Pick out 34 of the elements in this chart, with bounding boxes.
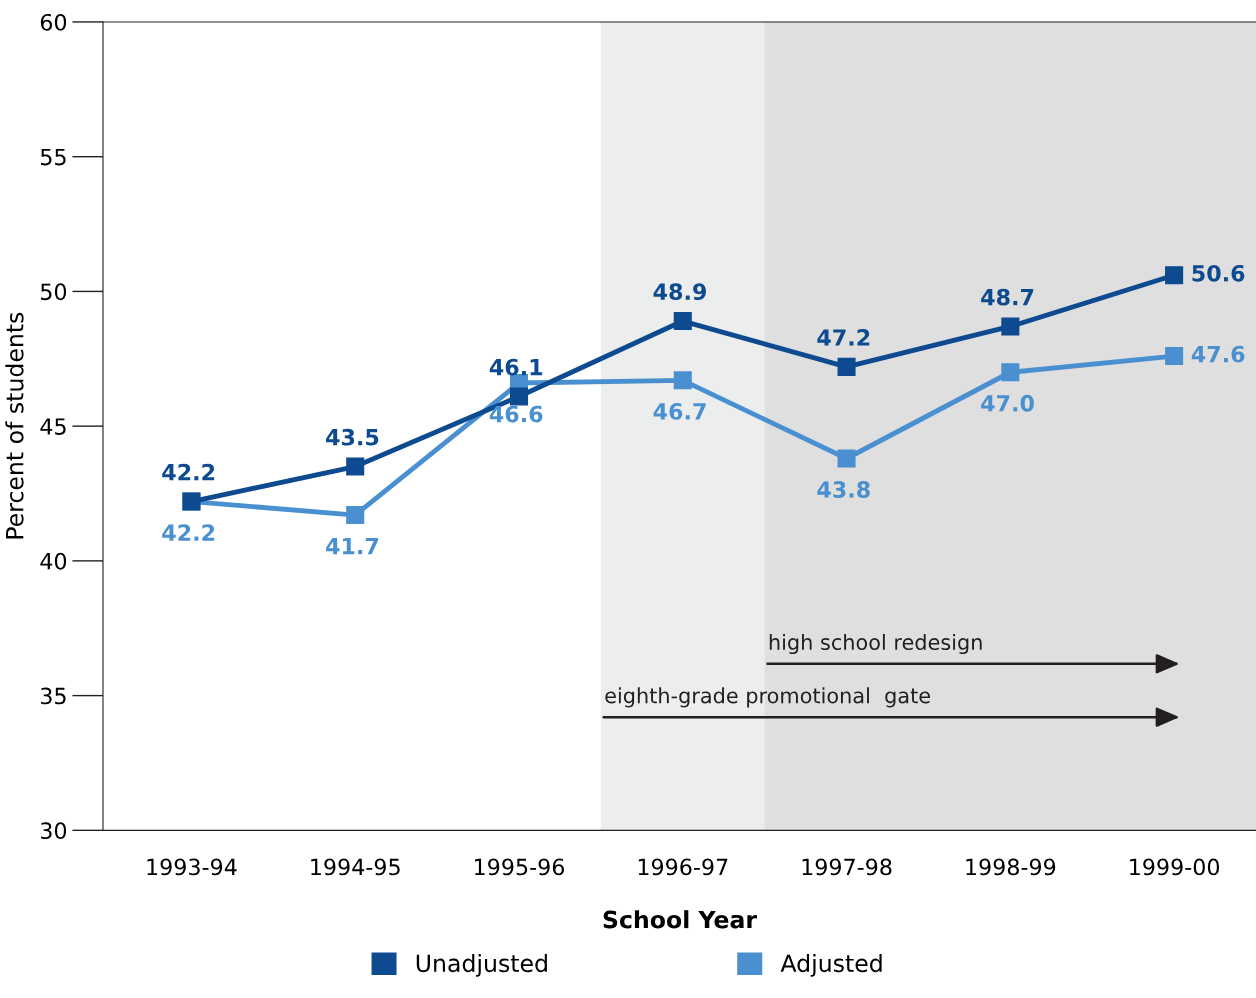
x-axis-title: School Year	[603, 910, 757, 929]
data-label: 47.0	[981, 394, 1034, 412]
x-tick-label: 1995-96	[475, 858, 565, 876]
x-tick-label: 1999-00	[1130, 858, 1220, 876]
data-label: 41.7	[326, 537, 379, 555]
y-tick-label: 55	[41, 148, 66, 166]
y-axis-title: Percent of students	[5, 312, 24, 539]
x-tick-label: 1993-94	[147, 858, 237, 876]
y-tick-label: 35	[40, 687, 66, 705]
data-label: 46.7	[653, 402, 706, 420]
data-label: 47.6	[1191, 345, 1245, 363]
data-label: 46.6	[489, 405, 543, 423]
data-label: 48.7	[981, 288, 1034, 306]
x-tick-label: 1998-99	[966, 858, 1056, 876]
data-label: 42.2	[162, 463, 215, 481]
legend-label: Adjusted	[780, 953, 882, 977]
y-tick-label: 45	[40, 418, 66, 435]
data-label: 43.5	[326, 428, 379, 446]
x-tick-label: 1997-98	[802, 858, 892, 876]
data-label: 43.8	[817, 481, 870, 498]
y-tick-label: 60	[40, 13, 67, 31]
x-tick-label: 1996-97	[638, 858, 728, 876]
data-label: 42.2	[162, 524, 215, 541]
y-tick-label: 30	[40, 822, 67, 840]
y-tick-label: 50	[41, 283, 67, 301]
data-label: 47.2	[817, 329, 870, 346]
x-tick-label: 1994-95	[311, 858, 400, 876]
data-label: 50.6	[1192, 264, 1245, 282]
band-label: high school redesign	[769, 633, 982, 655]
y-tick-label: 40	[40, 552, 67, 570]
band-label: eighth-grade promotional gate	[605, 687, 930, 708]
data-label: 46.1	[489, 358, 543, 376]
legend-label: Unadjusted	[416, 953, 547, 977]
data-label: 48.9	[653, 283, 706, 301]
